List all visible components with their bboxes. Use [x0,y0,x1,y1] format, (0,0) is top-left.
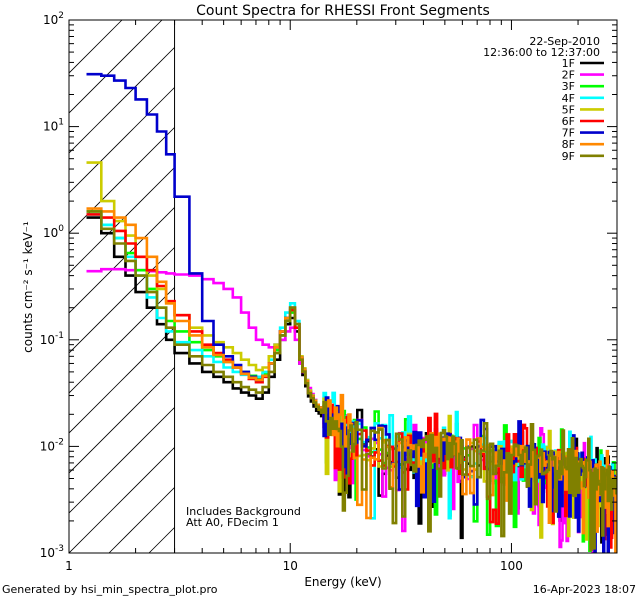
y-tick-labels: 10-3 10-2 10-1 100 101 102 [40,11,65,560]
hatch-line [69,20,163,114]
annotation-background: Includes Background [186,505,301,518]
y-tick-label-1e2: 102 [43,11,64,27]
x-axis-label: Energy (keV) [304,575,381,589]
hatch-line [69,20,203,154]
legend-label-2f: 2F [562,69,575,82]
legend-label-3f: 3F [562,80,575,93]
legend-label-5f: 5F [562,103,575,116]
time-range-label: 12:36:00 to 12:37:00 [483,46,600,59]
legend-label-8f: 8F [562,138,575,151]
x-tick-label-10: 10 [283,559,298,573]
x-tick-label-100: 100 [500,559,523,573]
footer-timestamp: 16-Apr-2023 18:07 [532,583,636,596]
legend-label-4f: 4F [562,92,575,105]
x-tick-labels: 1 10 100 [65,559,523,573]
hatch-line [69,20,123,74]
y-tick-label-1e-2: 10-2 [40,437,64,453]
hatch-line [69,20,243,194]
axis-ticks [68,20,618,554]
date-label: 22-Sep-2010 [529,35,600,48]
y-tick-label-1e1: 101 [43,118,64,134]
series-line-9f [86,210,617,552]
plot-frame [68,19,618,554]
chart-title: Count Spectra for RHESSI Front Segments [196,3,490,19]
legend-label-7f: 7F [562,127,575,140]
y-axis-label: counts cm⁻² s⁻¹ keV⁻¹ [21,221,35,353]
legend-label-9f: 9F [562,150,575,163]
y-tick-label-1e-3: 10-3 [40,544,64,560]
footer-generated-by: Generated by hsi_min_spectra_plot.pro [2,583,218,596]
legend-label-6f: 6F [562,115,575,128]
hatch-line [629,20,640,553]
legend-label-1f: 1F [562,57,575,70]
annotation-attenuator: Att A0, FDecim 1 [186,516,279,529]
y-tick-label-1e-1: 10-1 [40,331,64,347]
x-tick-label-1: 1 [65,559,73,573]
y-tick-label-1e0: 100 [43,224,64,240]
